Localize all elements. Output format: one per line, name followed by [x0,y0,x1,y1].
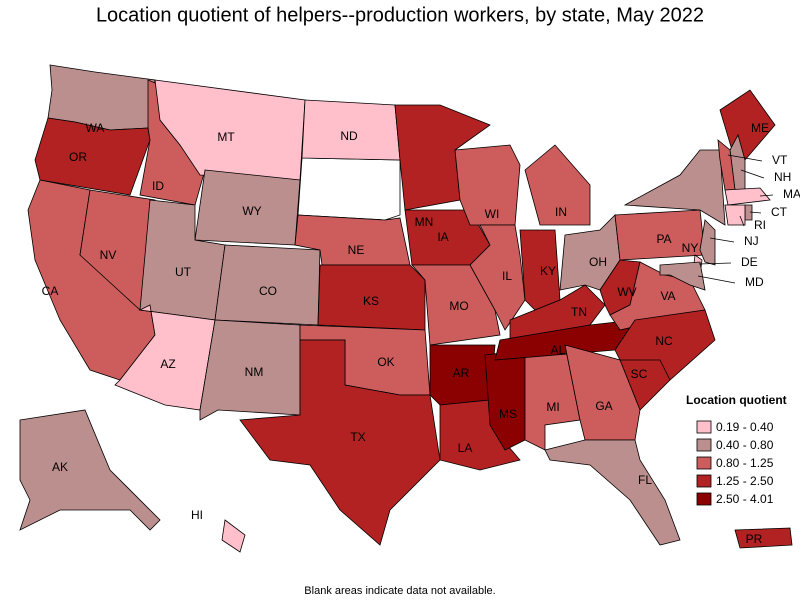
state-label: TN [571,305,587,319]
state-shape [317,264,426,331]
legend-title: Location quotient [686,393,787,407]
state-label: TX [350,430,365,444]
state-label: WV [617,285,636,299]
state-label: VT [772,153,788,167]
leader-line [759,194,774,197]
leader-line [739,215,745,227]
state-label: PA [656,232,671,246]
state-shape [544,439,681,546]
state-label: KY [540,264,556,278]
legend-label: 0.80 - 1.25 [716,456,774,470]
state-shape [221,519,246,553]
state-label: GA [595,399,612,413]
state-shape [734,527,793,549]
state-label: MD [745,275,764,289]
state-label: LA [458,441,473,455]
state-label: ME [751,121,769,135]
state-label: NM [245,365,264,379]
state-label: PR [746,532,763,546]
leader-line [749,211,762,214]
state-label: MS [499,407,517,421]
state-shape [659,261,706,291]
legend-swatch [696,456,712,470]
legend-label: 0.19 - 0.40 [716,420,774,434]
state-label: OH [589,255,607,269]
state-shape [239,339,441,546]
state-label: OK [377,355,394,369]
state-label: CO [259,284,277,298]
leader-line [697,275,736,284]
legend-label: 1.25 - 2.50 [716,474,774,488]
state-label: IA [437,230,448,244]
state-label: CA [42,284,59,298]
state-label: AR [453,366,470,380]
state-label: IN [555,205,567,219]
state-label: MN [415,215,434,229]
state-shape-no-data [297,157,401,221]
state-shape [744,204,753,221]
state-label: AL [551,343,566,357]
state-label: OR [69,150,87,164]
footnote: Blank areas indicate data not available. [304,585,495,597]
legend-label: 0.40 - 0.80 [716,438,774,452]
state-label: IL [502,269,512,283]
state-shape [469,224,526,331]
state-label: WY [242,204,261,218]
state-shape [724,204,746,226]
state-label: HI [191,508,203,522]
leader-line [709,237,735,243]
state-shape [724,187,771,206]
legend-swatch [696,474,712,488]
leader-line [698,262,732,265]
state-label: WA [86,121,105,135]
leader-line [727,154,763,162]
state-label: FL [638,473,652,487]
legend-swatch [696,492,712,506]
state-label: NY [682,241,699,255]
legend: Location quotient 0.19 - 0.40 0.40 - 0.80… [686,393,787,506]
legend-label: 2.50 - 4.01 [716,492,774,506]
state-label: VA [660,289,675,303]
state-label: KS [363,294,379,308]
state-label: MA [783,187,800,201]
state-label: NC [655,334,673,348]
state-label: NH [774,170,791,184]
state-label: NE [348,243,365,257]
state-label: NJ [744,234,759,248]
state-label: ND [340,129,358,143]
state-label: MT [217,130,235,144]
state-label: AK [52,460,68,474]
state-label: AZ [160,357,175,371]
state-label: RI [754,218,766,232]
state-label: NV [100,248,117,262]
state-label: ID [152,179,164,193]
state-label: WI [485,207,500,221]
state-shape [524,144,591,226]
state-shape [19,409,161,531]
legend-swatch [696,420,712,434]
legend-swatch [696,438,712,452]
state-label: UT [175,265,192,279]
state-label: MO [449,299,468,313]
map-title: Location quotient of helpers--production… [96,4,704,26]
leader-line [740,169,765,179]
state-label: DE [741,255,758,269]
state-label: MI [546,400,559,414]
state-label: SC [631,367,648,381]
state-label: CT [771,205,788,219]
